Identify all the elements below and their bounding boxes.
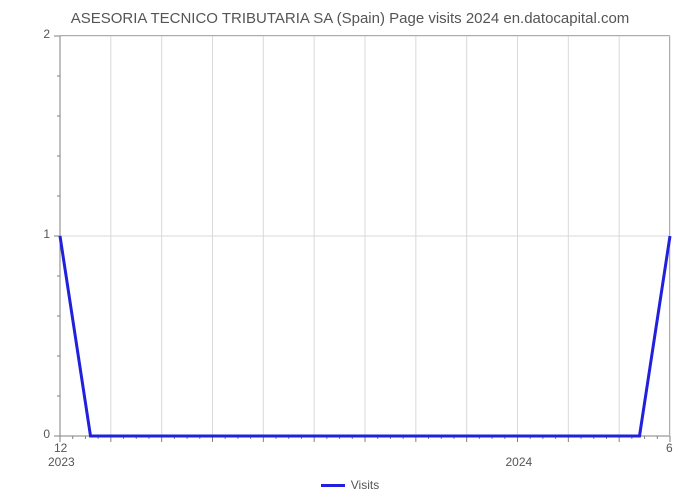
plot-area: [60, 35, 670, 435]
legend-label: Visits: [351, 478, 379, 492]
y-tick-label: 2: [43, 27, 50, 41]
y-tick-label: 0: [43, 427, 50, 441]
chart-container: ASESORIA TECNICO TRIBUTARIA SA (Spain) P…: [0, 0, 700, 500]
plot-svg: [60, 36, 670, 436]
x-right-number: 6: [666, 441, 673, 455]
x-left-number: 12: [54, 441, 67, 455]
chart-title: ASESORIA TECNICO TRIBUTARIA SA (Spain) P…: [0, 10, 700, 27]
x-year-label: 2023: [48, 455, 75, 469]
legend-swatch: [321, 484, 345, 487]
legend: Visits: [0, 478, 700, 492]
y-tick-label: 1: [43, 227, 50, 241]
x-year-label: 2024: [506, 455, 533, 469]
